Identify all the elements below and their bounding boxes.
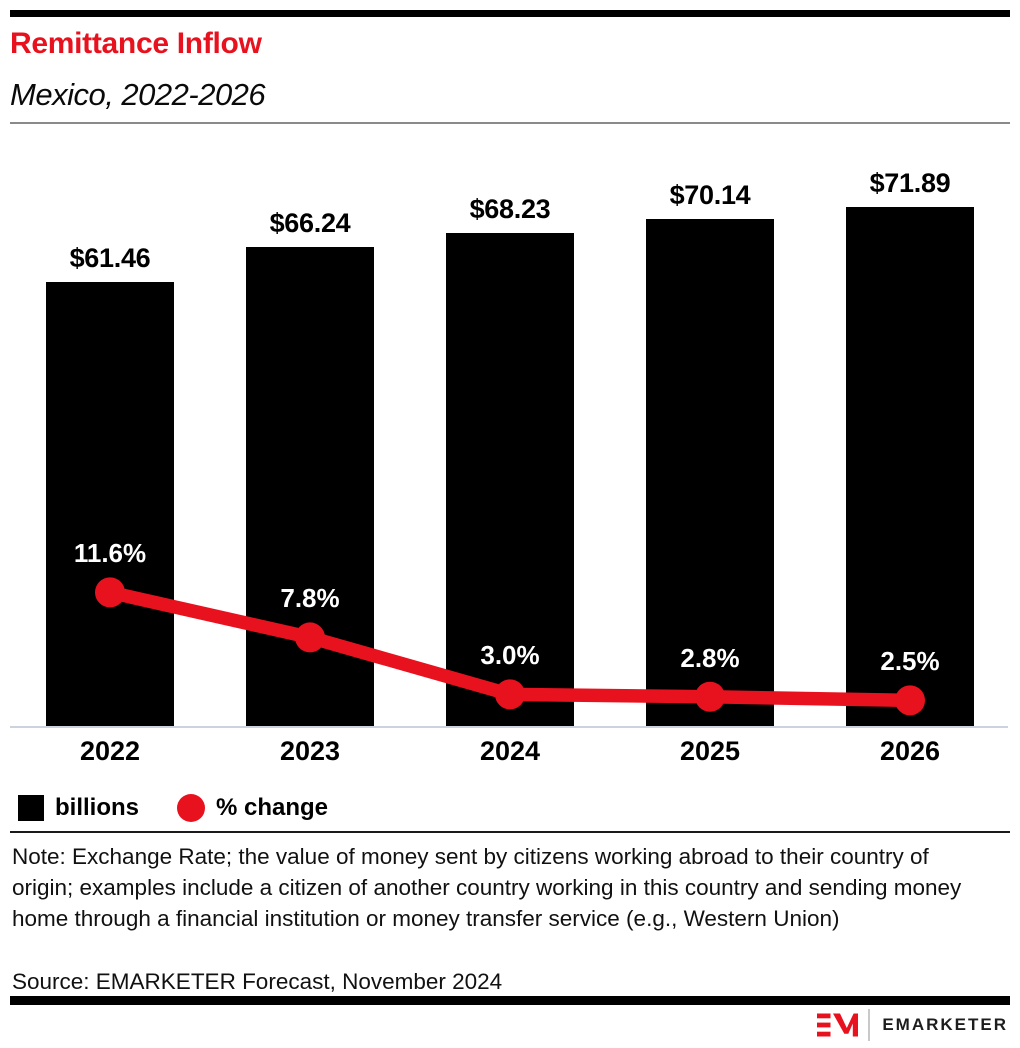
pct-label-2022: 11.6% <box>73 538 147 569</box>
legend-label: billions <box>55 794 139 821</box>
footnote-divider <box>10 831 1010 833</box>
legend-label: % change <box>216 794 329 821</box>
page-subtitle: Mexico, 2022-2026 <box>10 77 266 112</box>
legend-swatch-square-icon <box>18 795 44 821</box>
legend-item---change: % change <box>177 794 328 822</box>
chart-legend: billions % change <box>18 793 366 823</box>
x-axis-label-2026: 2026 <box>879 736 941 766</box>
chart-note: Note: Exchange Rate; the value of money … <box>12 844 962 931</box>
x-axis-line <box>10 726 1008 728</box>
bar-value-label-2024: $68.23 <box>469 194 551 225</box>
brand-footer: EMARKETER <box>817 1007 1008 1043</box>
pct-label-2024: 3.0% <box>480 640 540 671</box>
pct-label-2025: 2.8% <box>680 642 740 673</box>
bar-value-label-2023: $66.24 <box>269 208 351 239</box>
page-title: Remittance Inflow <box>10 27 262 60</box>
emarketer-logo-icon <box>817 1013 859 1037</box>
chart-source: Source: EMARKETER Forecast, November 202… <box>12 969 503 994</box>
bar-value-label-2022: $61.46 <box>69 243 151 273</box>
x-axis-label-2022: 2022 <box>79 736 141 766</box>
bottom-rule <box>10 996 1010 1005</box>
brand-divider <box>868 1009 871 1041</box>
bar-value-label-2026: $71.89 <box>869 167 951 198</box>
legend-swatch-circle-icon <box>177 794 205 822</box>
bar-2023 <box>246 247 374 726</box>
pct-label-2023: 7.8% <box>280 583 340 614</box>
x-axis-label-2023: 2023 <box>279 736 341 766</box>
bar-value-label-2025: $70.14 <box>669 180 751 211</box>
bar-line-chart: $61.46 2022 $66.24 2023 $68.23 2024 $70.14 2025… <box>10 140 1010 780</box>
brand-name: EMARKETER <box>882 1015 1008 1034</box>
bar-2022 <box>46 282 174 726</box>
top-rule <box>10 10 1010 17</box>
x-axis-label-2024: 2024 <box>479 736 541 766</box>
x-axis-label-2025: 2025 <box>679 736 741 766</box>
header-divider <box>10 122 1010 124</box>
legend-item-billions: billions <box>18 794 139 822</box>
pct-label-2026: 2.5% <box>880 646 940 677</box>
